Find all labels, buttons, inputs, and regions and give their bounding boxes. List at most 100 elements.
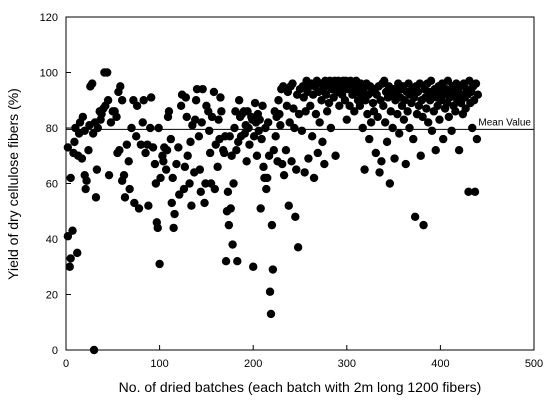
data-point [136,140,146,149]
x-tick-label: 400 [431,358,449,370]
y-tick-label: 120 [40,12,58,24]
data-point [291,212,300,221]
data-point [322,90,331,99]
data-point [368,98,378,108]
data-point [276,121,285,130]
data-point [292,165,301,174]
data-point [104,170,114,180]
data-point [205,126,214,135]
data-point [256,204,265,213]
data-point [454,146,464,155]
data-point [304,154,313,163]
data-point [363,109,372,119]
data-point [66,173,75,183]
data-point [403,107,412,116]
data-point [146,93,156,102]
data-point [196,187,205,197]
data-point [410,212,420,221]
data-point [315,118,324,127]
data-point [326,123,336,133]
data-point [174,143,183,152]
x-tick-label: 300 [338,358,356,370]
data-point [155,259,164,269]
data-point [191,96,201,105]
data-point [88,79,97,88]
data-point [200,198,209,208]
data-point [293,243,303,252]
data-point [187,201,196,210]
data-point [245,140,254,149]
data-point [223,187,233,197]
data-point [209,87,219,97]
data-point [409,134,418,144]
y-tick-label: 80 [46,123,58,135]
data-point [73,248,82,258]
data-point [285,118,294,127]
data-point [68,226,77,235]
data-point [426,76,436,86]
data-point [181,93,191,102]
data-point [435,115,444,124]
data-point [468,123,477,133]
data-point [439,134,448,144]
data-point [162,146,172,155]
data-point [279,170,289,180]
data-point [360,165,369,174]
plot-frame [65,16,535,351]
data-point [300,168,309,177]
data-point [393,109,402,119]
data-point [257,134,266,144]
data-point [284,201,293,210]
data-point [431,146,440,155]
data-point [464,187,473,197]
y-tick-label: 20 [46,290,58,302]
data-point [422,104,431,113]
data-point [331,151,340,160]
data-point [386,107,395,116]
data-point [88,129,98,138]
data-point [224,220,234,230]
data-point [470,187,480,197]
data-point [217,107,226,116]
data-point [205,148,215,158]
data-point [262,184,271,194]
data-point [214,115,223,124]
data-point [311,109,321,119]
data-point [219,148,229,158]
data-point [117,96,127,105]
data-point [269,146,278,155]
data-point [221,257,231,266]
data-point [385,179,395,188]
data-point [265,287,275,296]
data-point [195,165,205,174]
data-point [70,137,79,147]
data-point [172,159,181,169]
data-point [254,126,264,135]
data-point [182,112,191,122]
data-point [451,107,460,116]
data-point [355,101,365,111]
x-tick-label: 500 [525,358,543,370]
data-point [447,126,456,135]
data-point [413,87,423,97]
data-point [180,162,190,172]
data-point [148,143,158,152]
data-point [405,123,414,133]
data-point [358,123,367,133]
data-point [395,129,404,138]
data-point [268,265,278,274]
y-tick-label: 100 [40,68,58,80]
x-axis-label: No. of dried batches (each batch with 2m… [119,379,482,395]
data-point [390,154,399,163]
data-point [365,134,374,144]
data-point [271,132,280,141]
data-point [89,345,99,355]
data-point [141,148,150,158]
data-point [229,179,238,188]
data-point [156,173,165,183]
data-point [366,118,376,127]
y-tick-label: 60 [46,179,58,191]
data-point [335,101,344,111]
data-point [290,123,299,133]
